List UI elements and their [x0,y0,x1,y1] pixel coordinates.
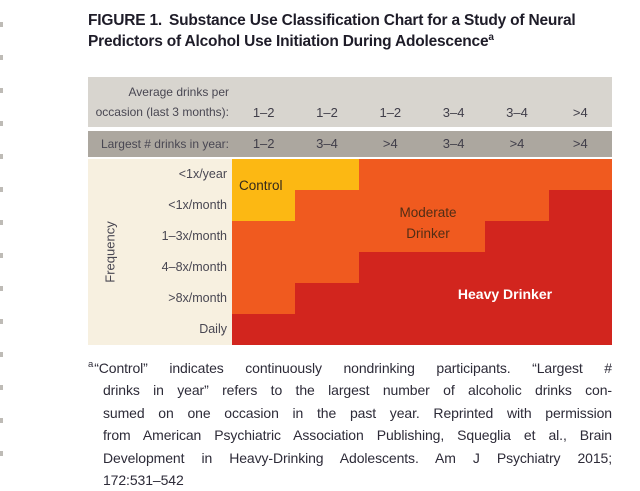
figure-title-text1: Substance Use Classification Chart for a… [169,12,576,29]
grid-cell [358,314,422,345]
grid-cell [358,252,422,283]
header-row-average-drinks: Average drinks per occasion (last 3 mont… [88,77,612,127]
grid-cell [232,221,296,252]
grid-cell [421,159,486,190]
largest-drinks-label: Largest # drinks in year: [100,137,229,151]
grid-cell [358,159,422,190]
grid-cell [421,190,486,221]
classification-chart: Frequency <1x/year <1x/month 1–3x/month … [88,159,612,345]
figure-title-text2: Predictors of Alcohol Use Initiation Dur… [88,33,489,50]
row-label: 4–8x/month [161,260,227,274]
grid-cell [485,159,549,190]
figure-title-line2: Predictors of Alcohol Use Initiation Dur… [88,31,612,52]
journal-figure-page: FIGURE 1. Substance Use Classification Ch… [0,12,613,489]
figure-number: FIGURE 1. [88,12,162,29]
grid-cell [548,221,612,252]
grid-cell [421,314,486,345]
grid-cell [232,314,296,345]
title-footnote-marker: a [488,31,494,43]
control-region-label: Control [239,178,283,193]
grid-cell [358,283,422,314]
row-label: 1–3x/month [161,229,227,243]
grid-cell [295,159,359,190]
grid-cell [485,221,549,252]
row-label: <1x/month [168,198,227,212]
avg-value: 3–4 [442,105,465,120]
largest-drinks-values: 1–2 3–4 >4 3–4 >4 >4 [232,131,612,157]
grid-cell [485,283,549,314]
footnote-line: sumed on one occasion in the past year. … [103,404,612,421]
frequency-axis: Frequency <1x/year <1x/month 1–3x/month … [88,159,232,345]
largest-value: >4 [382,136,398,151]
largest-value: >4 [509,136,525,151]
grid-cell [295,190,359,221]
classification-grid: Control Moderate Drinker Heavy Drinker [232,159,612,345]
header-row-largest-drinks: Largest # drinks in year: 1–2 3–4 >4 3–4… [88,131,612,157]
avg-value: 3–4 [506,105,528,120]
footnote-line: Development in Heavy-Drinking Adolescent… [103,449,612,466]
grid-cell [232,252,296,283]
grid-cell [548,159,612,190]
grid-cell [358,190,422,221]
avg-value: 1–2 [252,105,275,120]
grid-cell [548,252,612,283]
avg-value: 1–2 [316,105,338,120]
average-drinks-values: 1–2 1–2 1–2 3–4 3–4 >4 [232,77,612,127]
row-label: <1x/year [178,167,227,181]
grid-cell [232,283,296,314]
grid-cell [421,283,486,314]
grid-cell [548,190,612,221]
grid-cell [295,314,359,345]
row-label: >8x/month [168,291,227,305]
figure-title-line1: FIGURE 1. Substance Use Classification Ch… [88,10,612,31]
grid-cell [295,283,359,314]
footnote-line: drinks in year” refers to the largest nu… [103,382,612,399]
grid-cell [548,314,612,345]
footnote-line: a“Control” indicates continuously nondri… [88,359,612,376]
grid-cell [232,159,296,190]
largest-value: 3–4 [442,136,465,151]
avg-value: 1–2 [379,105,402,120]
grid-cell [295,252,359,283]
grid-cell [485,190,549,221]
grid-cell [232,190,296,221]
grid-cell [485,314,549,345]
frequency-tick-labels: <1x/year <1x/month 1–3x/month 4–8x/month… [88,159,232,345]
moderate-drinker-region-label: Moderate Drinker [399,205,457,241]
largest-value: 1–2 [252,136,275,151]
figure-footnote: a“Control” indicates continuously nondri… [88,357,612,491]
scan-edge-artifacts [0,22,3,474]
footnote-line: from American Psychiatric Association Pu… [103,427,612,444]
figure-1: FIGURE 1. Substance Use Classification Ch… [88,10,612,491]
grid-cell [485,252,549,283]
grid-cell [421,252,486,283]
figure-title: FIGURE 1. Substance Use Classification Ch… [88,10,612,52]
footnote-line: 172:531–542 [103,472,184,489]
grid-cell [421,221,486,252]
grid-cell [548,283,612,314]
footnote-marker: a [88,359,94,371]
average-drinks-label: Average drinks per occasion (last 3 mont… [95,85,229,119]
row-label: Daily [199,322,227,336]
heavy-drinker-region-label: Heavy Drinker [457,286,553,302]
avg-value: >4 [572,105,588,120]
largest-value: >4 [572,136,588,151]
largest-value: 3–4 [316,136,338,151]
grid-cell [358,221,422,252]
grid-cell [295,221,359,252]
